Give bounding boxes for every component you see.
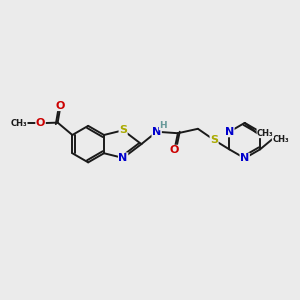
- Text: N: N: [225, 127, 234, 137]
- Text: CH₃: CH₃: [272, 135, 289, 144]
- Text: N: N: [118, 153, 128, 163]
- Text: S: S: [119, 125, 127, 135]
- Text: S: S: [210, 135, 218, 145]
- Text: N: N: [240, 153, 249, 163]
- Text: O: O: [170, 145, 179, 155]
- Text: CH₃: CH₃: [11, 119, 27, 128]
- Text: O: O: [36, 118, 45, 128]
- Text: O: O: [56, 100, 65, 110]
- Text: N: N: [152, 127, 161, 137]
- Text: H: H: [159, 121, 167, 130]
- Text: CH₃: CH₃: [257, 129, 274, 138]
